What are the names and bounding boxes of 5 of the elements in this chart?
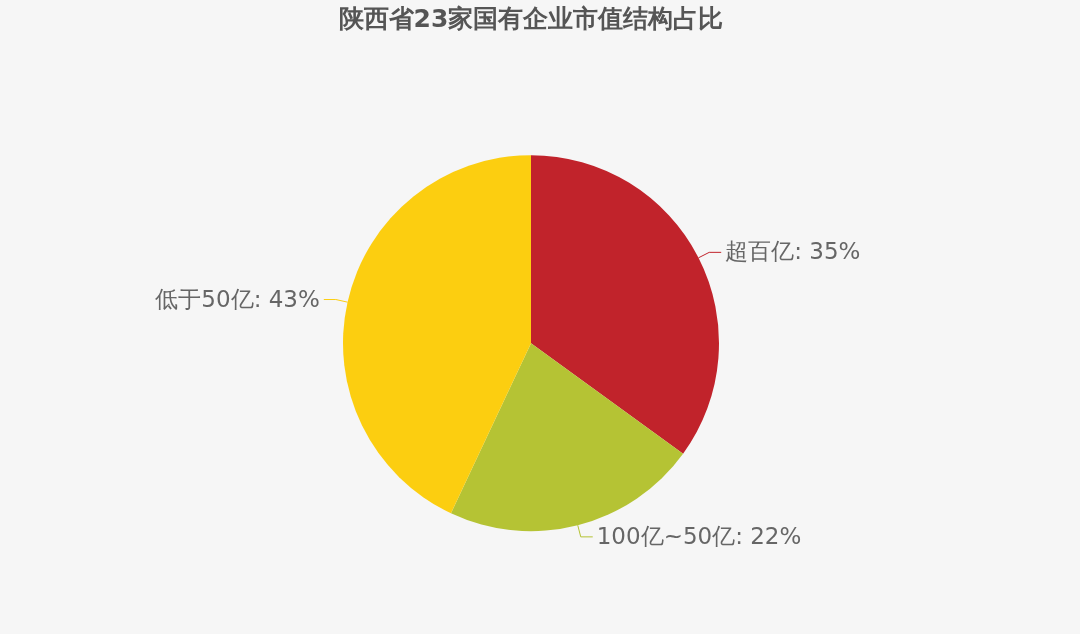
slice-label: 100亿~50亿: 22% (596, 522, 802, 549)
slice-label: 低于50亿: 43% (155, 285, 320, 312)
chart-title: 陕西省23家国有企业市值结构占比 (338, 4, 724, 33)
slice-label: 超百亿: 35% (725, 238, 861, 265)
pie-slice (531, 155, 719, 454)
